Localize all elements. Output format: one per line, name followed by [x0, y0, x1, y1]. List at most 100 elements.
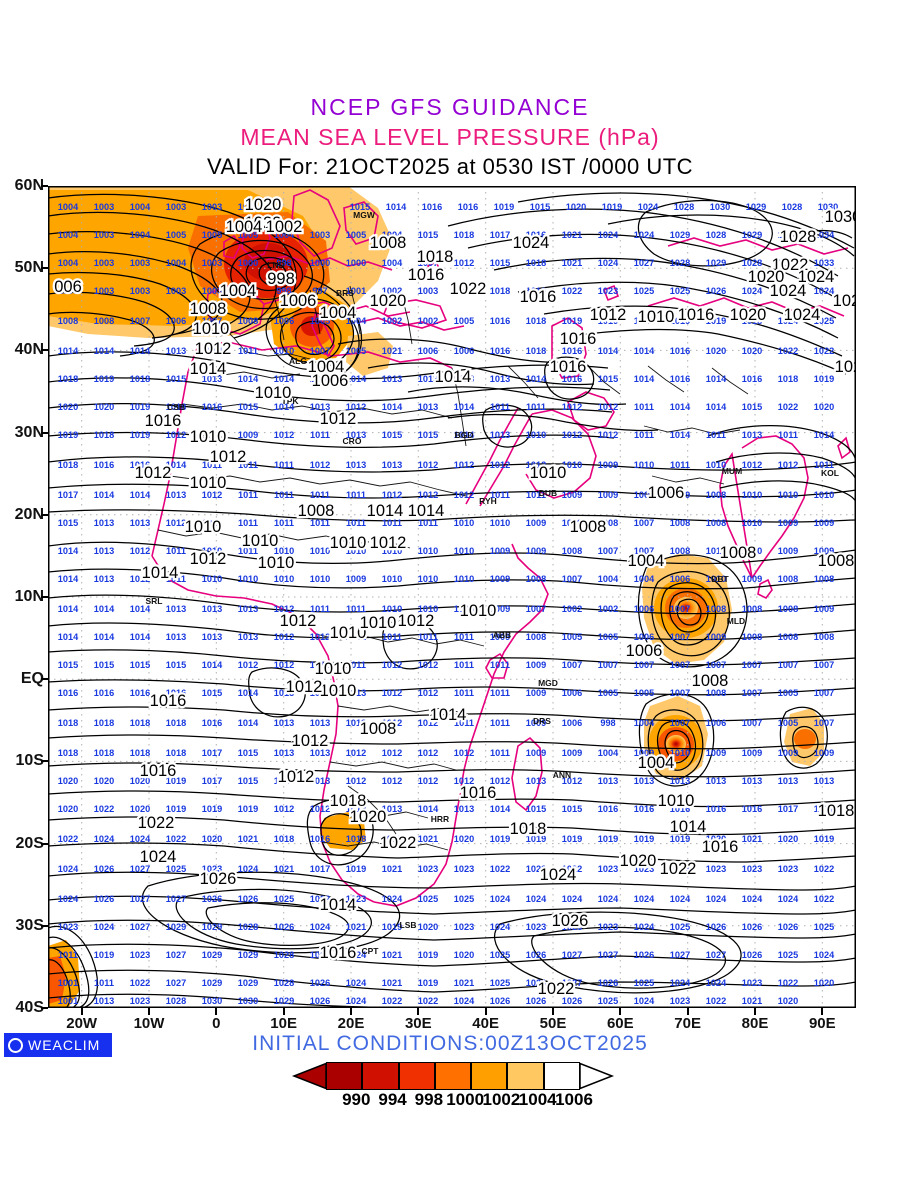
svg-text:1022: 1022 — [660, 860, 697, 878]
shade-heatlow-africa — [320, 812, 366, 850]
svg-text:1009: 1009 — [454, 604, 474, 614]
svg-text:1016: 1016 — [422, 202, 442, 212]
svg-text:1010: 1010 — [490, 518, 510, 528]
svg-text:1013: 1013 — [94, 574, 114, 584]
shade-cyc-sio2-core — [794, 729, 816, 749]
svg-text:1020: 1020 — [130, 804, 150, 814]
colorbar-cell-4 — [471, 1062, 508, 1090]
svg-text:1023: 1023 — [598, 286, 618, 296]
lon-tick-label: 10W — [133, 1015, 165, 1032]
svg-text:1014: 1014 — [454, 402, 475, 412]
colorbar-cell-2 — [398, 1062, 435, 1090]
svg-text:1012: 1012 — [382, 490, 402, 500]
svg-text:1004: 1004 — [382, 258, 403, 268]
svg-text:1010: 1010 — [346, 546, 366, 556]
svg-text:1008: 1008 — [778, 632, 798, 642]
svg-text:1012: 1012 — [598, 402, 618, 412]
svg-text:1028: 1028 — [166, 996, 186, 1006]
svg-text:1026: 1026 — [526, 950, 546, 960]
svg-text:1023: 1023 — [706, 864, 726, 874]
svg-text:1008: 1008 — [570, 518, 607, 536]
svg-text:1010: 1010 — [202, 574, 222, 584]
svg-text:1024: 1024 — [140, 848, 177, 866]
svg-text:1010: 1010 — [706, 574, 726, 584]
svg-text:1020: 1020 — [418, 922, 438, 932]
svg-text:1024: 1024 — [598, 258, 619, 268]
svg-text:1013: 1013 — [310, 688, 330, 698]
svg-text:1014: 1014 — [670, 430, 691, 440]
svg-text:1011: 1011 — [238, 346, 258, 356]
svg-text:1024: 1024 — [562, 894, 583, 904]
svg-text:1012: 1012 — [346, 804, 366, 814]
svg-text:1016: 1016 — [310, 374, 330, 384]
svg-text:1018: 1018 — [526, 316, 546, 326]
svg-text:1015: 1015 — [490, 258, 510, 268]
svg-text:1011: 1011 — [238, 518, 258, 528]
colorbar-tick-label: 990 — [342, 1090, 371, 1109]
svg-text:1008: 1008 — [670, 546, 690, 556]
svg-text:1009: 1009 — [634, 490, 654, 500]
svg-text:1007: 1007 — [598, 546, 618, 556]
svg-text:1009: 1009 — [238, 430, 258, 440]
svg-text:MLD: MLD — [727, 616, 745, 626]
svg-text:1013: 1013 — [238, 632, 258, 642]
svg-text:1009: 1009 — [490, 632, 510, 642]
svg-text:MGW: MGW — [353, 210, 376, 220]
svg-text:1010: 1010 — [190, 474, 227, 492]
svg-text:1015: 1015 — [238, 776, 258, 786]
svg-text:1016: 1016 — [742, 804, 762, 814]
svg-text:1020: 1020 — [130, 776, 150, 786]
svg-text:1028: 1028 — [238, 922, 258, 932]
shade-minor-e — [346, 332, 393, 376]
svg-text:1030: 1030 — [825, 208, 856, 226]
svg-text:1016: 1016 — [166, 688, 186, 698]
svg-text:CRO: CRO — [343, 436, 362, 446]
svg-text:1026: 1026 — [778, 922, 798, 932]
svg-text:1007: 1007 — [778, 660, 798, 670]
svg-text:1015: 1015 — [238, 402, 258, 412]
svg-text:1023: 1023 — [454, 922, 474, 932]
lon-tick-label: 30E — [404, 1015, 432, 1032]
svg-text:1018: 1018 — [166, 748, 186, 758]
svg-text:1028: 1028 — [674, 202, 694, 212]
svg-text:1020: 1020 — [706, 346, 726, 356]
svg-text:1014: 1014 — [130, 346, 151, 356]
svg-text:1009: 1009 — [814, 546, 834, 556]
svg-text:1010: 1010 — [706, 546, 726, 556]
svg-text:1024: 1024 — [346, 978, 367, 988]
svg-text:1005: 1005 — [202, 230, 222, 240]
svg-text:1009: 1009 — [778, 518, 798, 528]
svg-text:1023: 1023 — [130, 950, 150, 960]
svg-text:1009: 1009 — [814, 518, 834, 528]
svg-text:1014: 1014 — [202, 346, 223, 356]
svg-text:1011: 1011 — [706, 430, 726, 440]
svg-text:1013: 1013 — [490, 374, 510, 384]
svg-text:1019: 1019 — [238, 804, 258, 814]
svg-text:1019: 1019 — [418, 978, 438, 988]
svg-text:1022: 1022 — [380, 834, 417, 852]
svg-text:1013: 1013 — [742, 430, 762, 440]
svg-text:1005: 1005 — [634, 688, 654, 698]
svg-text:1019: 1019 — [562, 834, 582, 844]
svg-text:1004: 1004 — [58, 202, 79, 212]
lat-tick-label: 40S — [15, 999, 44, 1016]
svg-text:1012: 1012 — [210, 448, 247, 466]
svg-text:DRS: DRS — [533, 716, 551, 726]
svg-text:1014: 1014 — [58, 574, 79, 584]
svg-text:1022: 1022 — [814, 346, 834, 356]
colorbar-right-arrow — [579, 1062, 615, 1090]
svg-text:1016: 1016 — [526, 230, 546, 240]
svg-text:1011: 1011 — [346, 660, 366, 670]
svg-text:1003: 1003 — [202, 258, 222, 268]
svg-text:1014: 1014 — [526, 374, 547, 384]
svg-text:1010: 1010 — [310, 574, 330, 584]
svg-text:1013: 1013 — [346, 718, 366, 728]
svg-text:1001: 1001 — [58, 996, 78, 1006]
svg-text:1000: 1000 — [238, 258, 258, 268]
svg-text:1016: 1016 — [408, 266, 445, 284]
svg-text:1013: 1013 — [166, 346, 186, 356]
svg-text:1012: 1012 — [370, 534, 407, 552]
lat-tick-label: 20S — [15, 834, 44, 852]
svg-text:1006: 1006 — [648, 484, 685, 502]
svg-text:1012: 1012 — [418, 776, 438, 786]
